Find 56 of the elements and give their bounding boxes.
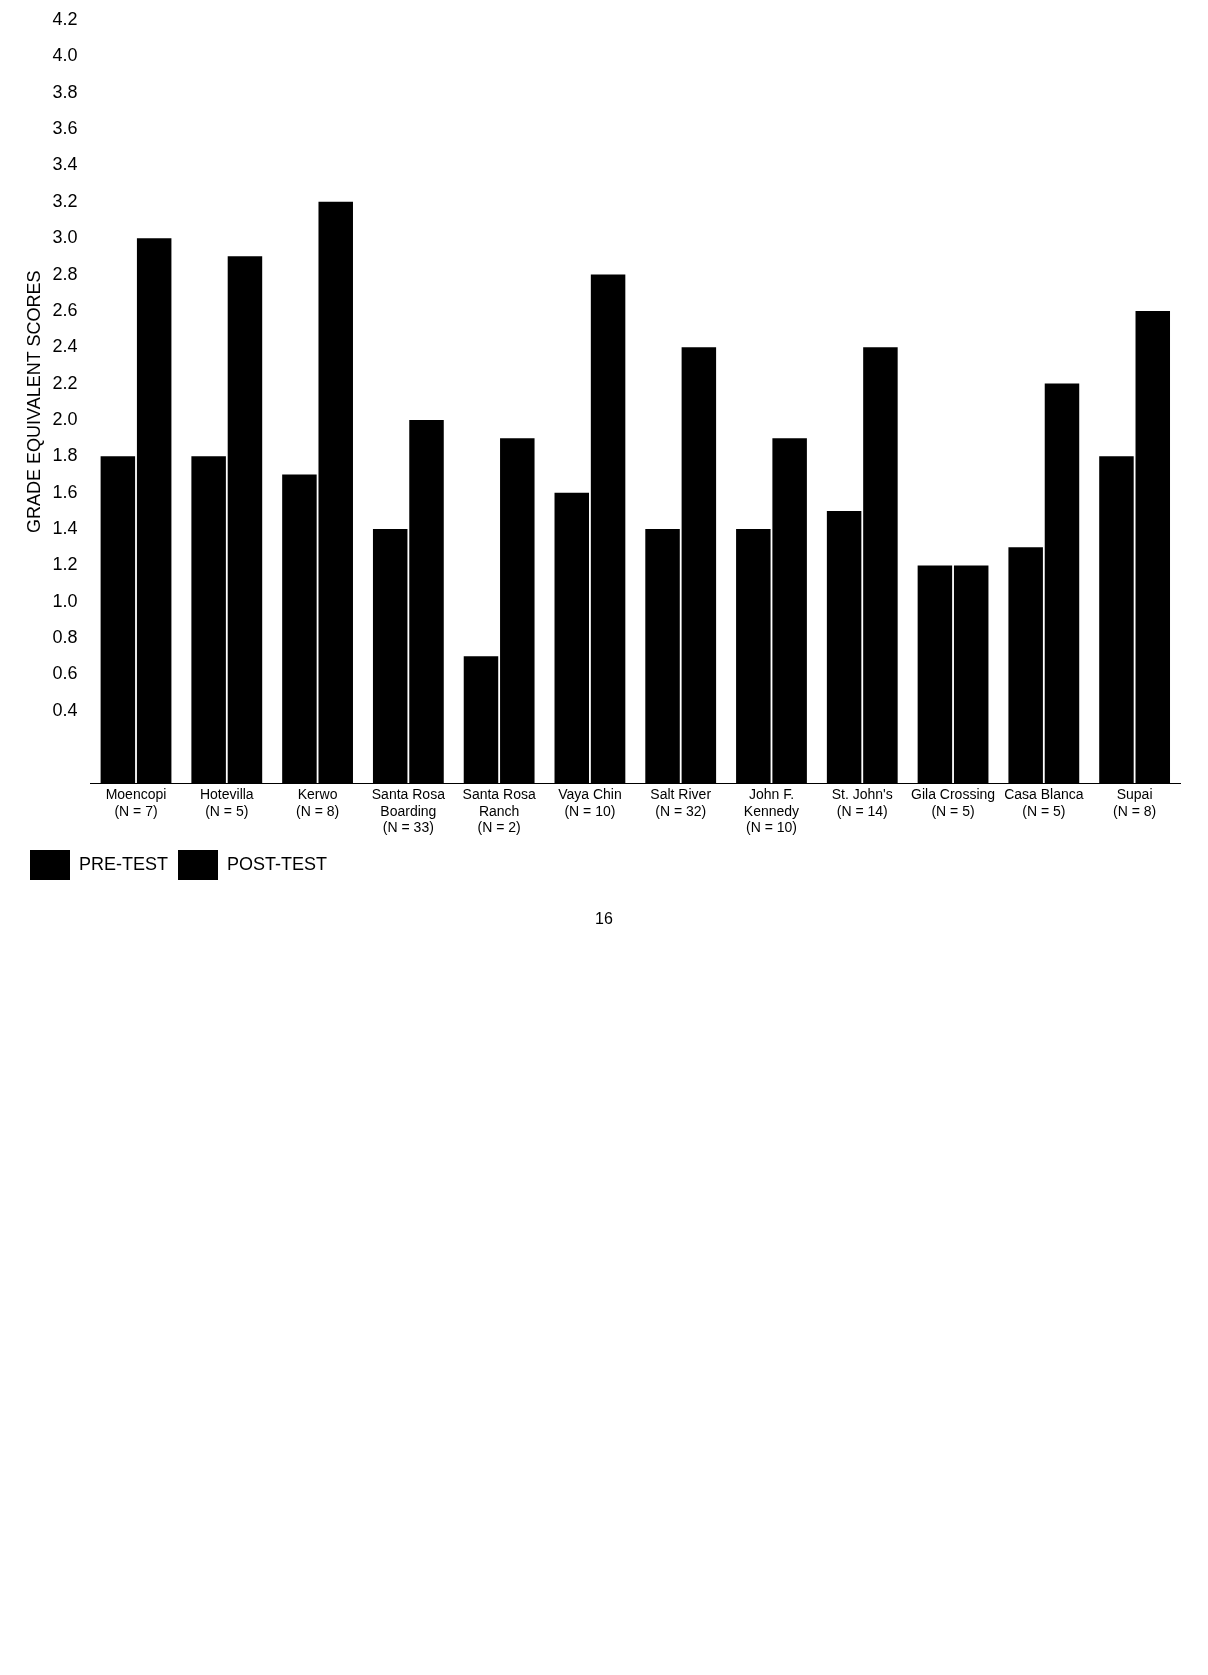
x-tick-label: Salt River (N = 32) [650,785,712,819]
bar [409,419,444,784]
bar [681,347,717,784]
bar [1099,456,1134,784]
y-tick-label: 0.4 [52,699,78,720]
x-tick-label: Santa Rosa Boarding (N = 33) [371,785,446,836]
bar [191,456,226,784]
x-tick-label: John F. Kennedy (N = 10) [743,785,800,836]
x-tick-label: Santa Rosa Ranch (N = 2) [462,785,536,836]
y-tick-label: 0.8 [52,627,78,648]
y-tick-label: 1.2 [52,554,78,575]
bar [463,656,499,784]
x-tick-label: Gila Crossing (N = 5) [911,785,996,819]
bar [372,529,408,784]
y-tick-label: 1.6 [52,481,78,502]
y-tick-label: 3.8 [52,81,78,102]
y-tick-label: 3.6 [52,118,78,139]
bar [1044,383,1080,784]
bar [590,274,626,784]
x-tick-label: Hotevilla (N = 5) [199,785,254,819]
bar [953,565,989,784]
y-tick-label: 1.4 [52,518,78,539]
legend-label: PRE-TEST [79,853,169,874]
y-tick-label: 2.4 [52,336,78,357]
bar [917,565,953,784]
y-tick-label: 4.2 [52,8,78,29]
bar [1135,310,1171,784]
x-tick-label: Casa Blanca (N = 5) [1004,785,1084,819]
y-tick-label: 2.0 [52,408,78,429]
y-axis-title: GRADE EQUIVALENT SCORES [23,270,44,533]
bar [136,238,172,784]
bar [227,256,263,784]
x-tick-label: Vaya Chin (N = 10) [558,785,622,819]
y-tick-label: 2.8 [52,263,78,284]
bar [100,456,136,784]
bar [826,510,862,784]
bar [1008,547,1043,784]
y-tick-label: 2.6 [52,299,78,320]
x-tick-label: Kerwo (N = 8) [295,785,340,819]
y-tick-label: 0.6 [52,663,78,684]
bar [500,438,535,784]
legend-label: POST-TEST [227,853,328,874]
y-tick-label: 1.8 [52,445,78,466]
x-tick-label: St. John's (N = 14) [831,785,893,819]
x-tick-label: Moencopi (N = 7) [105,785,167,819]
y-tick-label: 1.0 [52,590,78,611]
x-tick-label: Supai (N = 8) [1113,785,1157,819]
y-tick-label: 4.0 [52,45,78,66]
bar [645,529,680,784]
y-tick-label: 3.2 [52,190,78,211]
text: 16 [594,910,614,928]
bar [863,347,898,784]
y-tick-label: 3.4 [52,154,78,175]
y-tick-label: 2.2 [52,372,78,393]
bar [554,492,590,784]
y-tick-label: 3.0 [52,227,78,248]
